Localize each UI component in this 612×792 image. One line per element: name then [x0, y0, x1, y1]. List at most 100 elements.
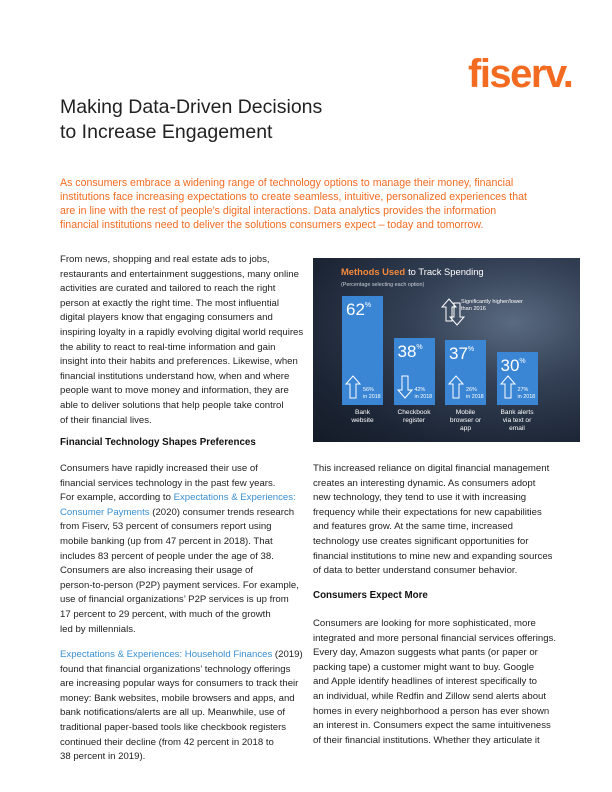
- text-line: This increased reliance on digital finan…: [313, 463, 550, 474]
- intro-line: financial institutions need to deliver t…: [60, 219, 484, 231]
- text-line: technology use creates significant oppor…: [313, 536, 529, 547]
- arrow-shape: [448, 375, 464, 399]
- text-line: Every day, Amazon suggests what pants (o…: [313, 647, 538, 659]
- value-label: 30%: [501, 356, 526, 376]
- text-line: inspiring loyalty in a rapidly evolving …: [60, 327, 304, 338]
- text-line: digital players know that engaging consu…: [60, 312, 273, 324]
- link[interactable]: Consumer Payments: [60, 506, 150, 518]
- prior-year: in 2018: [414, 393, 433, 400]
- text-line: packing tape) a customer might want to b…: [313, 661, 535, 673]
- prior-value: 42%: [414, 387, 426, 393]
- text-line: financial institutions understand how, w…: [60, 370, 290, 382]
- arrow-shape: [345, 375, 361, 399]
- text-line: mobile banking (up from 47 percent in 20…: [60, 536, 273, 547]
- text-line: 17 percent to 29 percent, with much of t…: [60, 609, 271, 620]
- text-line: Consumers are looking for more sophistic…: [313, 618, 536, 629]
- text-line: From news, shopping and real estate ads …: [60, 254, 270, 265]
- value-number: 37: [449, 343, 468, 363]
- text-line: and features grow. At the same time, inc…: [313, 521, 513, 533]
- text-line: person-to-person (P2P) payment services.…: [60, 579, 299, 591]
- text: (2020) consumer trends research: [149, 506, 295, 518]
- prior-value: 27%: [517, 387, 529, 393]
- value-number: 30: [500, 356, 520, 376]
- value-unit: %: [519, 358, 526, 366]
- chart-title-highlight: Methods Used: [341, 266, 406, 277]
- arrow-down: [396, 375, 413, 399]
- logo: fiserv.: [468, 52, 574, 96]
- text-line: from Fiserv, 53 percent of consumers rep…: [60, 521, 272, 533]
- title-line: to Increase Engagement: [60, 121, 273, 143]
- text: For example, according to: [60, 492, 174, 504]
- text-line: people want to move money and informatio…: [60, 385, 289, 397]
- category-label: Bank website: [351, 409, 374, 424]
- text-line: are increasing popular ways for consumer…: [60, 678, 299, 690]
- value-unit: %: [416, 344, 423, 352]
- text-line: bank notifications/alerts are all up. Me…: [60, 707, 286, 719]
- text-line: insight into their habits and preference…: [60, 356, 298, 368]
- bar: [496, 352, 538, 405]
- prior-label: 26% in 2018: [466, 387, 484, 400]
- arrow-shape: [441, 298, 457, 322]
- prior-year: in 2018: [363, 393, 381, 400]
- title-line: Making Data-Driven Decisions: [60, 96, 323, 118]
- legend-text: Significantly higher/lower than 2016: [461, 299, 523, 312]
- text-line: found that financial organizations’ tech…: [60, 663, 291, 675]
- text-line: an individual, while Redfin and Zillow s…: [313, 691, 547, 702]
- text-line: led by millennials.: [60, 623, 136, 635]
- link[interactable]: Expectations & Experiences:: [173, 492, 296, 504]
- text-line: Consumers have rapidly increased their u…: [60, 463, 258, 474]
- prior-label: 42% in 2018: [415, 387, 433, 400]
- arrow-up: [345, 375, 361, 399]
- text-line: new technology, they tend to use it with…: [313, 492, 527, 504]
- text-line: an interest in. Consumers expect the sam…: [313, 720, 551, 732]
- text-line: and Apple identify headlines of interest…: [313, 676, 537, 688]
- value-label: 38%: [398, 342, 423, 362]
- intro-line: are in line with the rest of people’s di…: [60, 205, 497, 217]
- value-label: 62%: [346, 300, 371, 320]
- text-line: able to deliver solutions that help peop…: [60, 400, 284, 411]
- category-label: Bank alerts via text or email: [500, 409, 534, 432]
- text-line: of their financial institutions. Whether…: [313, 734, 540, 746]
- text: (2019): [272, 649, 303, 660]
- section-heading: Financial Technology Shapes Preferences: [60, 437, 256, 448]
- prior-year: in 2018: [517, 393, 536, 400]
- value-unit: %: [467, 345, 475, 353]
- text-line: Expectations & Experiences: Household Fi…: [60, 649, 303, 660]
- arrow-shape: [499, 375, 516, 399]
- prior-label: 27% in 2018: [518, 387, 536, 400]
- bar: [342, 295, 383, 405]
- chart: Methods Used to Track Spending (Percentage…: [313, 258, 580, 442]
- text-line: money: Bank websites, mobile browsers an…: [60, 692, 295, 704]
- prior-value: 26%: [466, 387, 477, 393]
- text-line: the ability to react to real-time inform…: [60, 341, 276, 353]
- chart-subtitle: (Percentage selecting each option): [341, 282, 425, 288]
- text-line: restaurants and entertainment suggestion…: [60, 268, 299, 280]
- value-unit: %: [364, 301, 372, 309]
- legend-icon-up: [441, 298, 457, 322]
- text-line: of data to better understand consumer be…: [313, 565, 518, 577]
- intro-line: As consumers embrace a widening range of…: [60, 177, 514, 189]
- legend-icon-down: [449, 302, 465, 326]
- chart-title: Methods Used to Track Spending: [341, 266, 484, 277]
- bar: [445, 339, 486, 405]
- text-line: activities are curated and tailored to r…: [60, 283, 276, 295]
- text-line: integrated and more personal financial s…: [313, 632, 557, 644]
- text-line: includes 83 percent of people under the …: [60, 550, 274, 562]
- text-line: creates an interesting dynamic. As consu…: [313, 477, 536, 489]
- link[interactable]: Expectations & Experiences: Household Fi…: [60, 649, 273, 660]
- value-number: 38: [397, 342, 417, 362]
- text-line: Consumer Payments (2020) consumer trends…: [60, 507, 294, 518]
- arrow-up: [448, 375, 464, 399]
- arrow-up: [499, 375, 516, 399]
- text-line: financial services technology in the pas…: [60, 477, 276, 489]
- category-label: Checkbook register: [397, 409, 431, 424]
- prior-label: 56% in 2018: [363, 387, 381, 400]
- prior-value: 56%: [363, 387, 374, 393]
- arrow-shape: [396, 375, 413, 399]
- section-heading: Consumers Expect More: [313, 590, 428, 601]
- value-label: 37%: [449, 344, 474, 364]
- intro-line: institutions face increasing expectation…: [60, 191, 527, 203]
- prior-year: in 2018: [466, 393, 484, 400]
- text-line: For example, according to Expectations &…: [60, 492, 296, 503]
